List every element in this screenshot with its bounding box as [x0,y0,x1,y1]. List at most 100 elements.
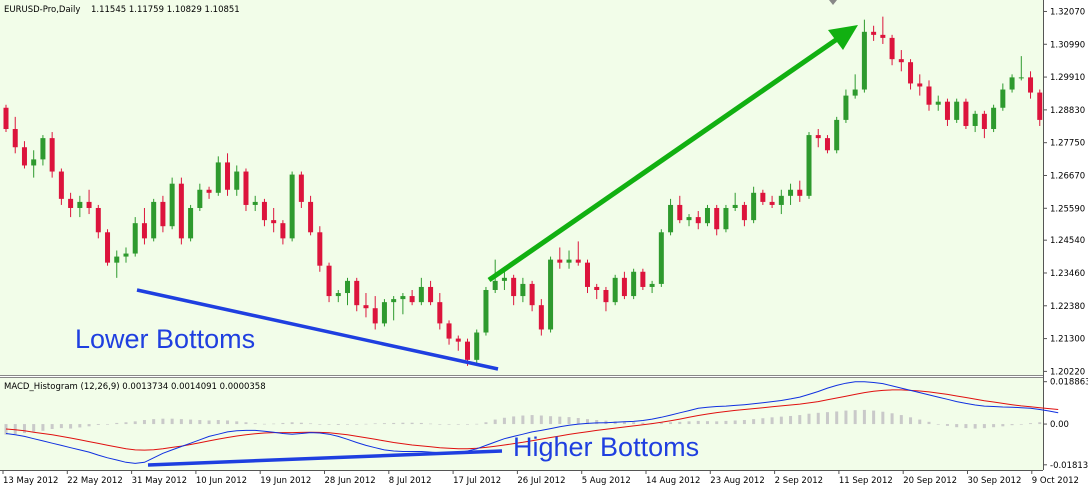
uptrend-arrow-shaft [487,32,845,283]
time-tick-label: 17 Jul 2012 [453,476,501,486]
scroll-marker-icon [829,0,837,5]
macd-histogram-bar [336,424,340,425]
candle-down [917,83,923,87]
macd-histogram-bar [235,421,239,425]
candle-down [594,286,600,290]
candle-up [704,207,710,224]
candle-up [151,201,157,239]
candle-up [935,101,941,105]
candle-down [557,259,563,263]
candle-down [49,138,55,172]
price-tick-label: 1.27750 [1050,139,1085,149]
macd-histogram-bar [142,420,146,425]
macd-histogram-bar [1029,423,1033,425]
candle-down [889,37,895,60]
candle-down [538,305,544,330]
macd-histogram-bar [696,420,700,425]
candle-up [169,183,175,227]
macd-histogram-bar [752,419,756,425]
macd-histogram-bar [816,412,820,425]
macd-histogram-bar [87,424,91,427]
macd-histogram-bar [585,419,589,425]
macd-histogram-bar [456,424,460,425]
candle-down [621,277,627,297]
candle-down [141,223,147,239]
candle-up [954,101,960,120]
candle-up [834,119,840,151]
macd-histogram-bar [844,410,848,425]
candle-down [68,198,74,208]
price-tick-label: 1.29910 [1050,73,1085,83]
candle-up [345,280,351,294]
candle-up [501,277,507,281]
candle-up [474,332,480,360]
macd-histogram-bar [382,423,386,425]
macd-histogram-bar [50,424,54,430]
macd-histogram-bar [447,424,451,425]
macd-histogram-bar [918,419,922,425]
time-tick-label: 30 Sep 2012 [968,476,1022,486]
macd-histogram-bar [96,424,100,425]
macd-histogram-bar [364,423,368,425]
candle-down [261,201,267,221]
candle-up [861,31,867,90]
candle-up [566,259,572,263]
candle-up [686,217,692,221]
macd-histogram-bar [466,424,469,425]
candle-down [160,201,166,227]
candle-up [77,201,83,208]
candle-up [492,280,498,290]
price-tick-label: 1.26670 [1050,171,1085,181]
candle-down [871,31,877,35]
candle-down [769,201,775,205]
macd-histogram-bar [964,424,968,429]
macd-histogram-bar [13,424,17,435]
macd-histogram-bar [733,420,737,425]
macd-histogram-bar [327,424,331,425]
macd-tick-label: 0.0188631 [1050,378,1088,388]
candle-down [428,286,434,303]
candle-up [991,107,997,130]
macd-histogram-bar [410,422,414,425]
candle-down [815,135,821,139]
candle-down [926,86,932,105]
time-tick-label: 28 Jun 2012 [325,476,376,486]
candle-up [400,296,406,300]
macd-histogram-bar [179,419,183,425]
candle-down [880,34,886,38]
time-tick-label: 23 Aug 2012 [710,476,764,486]
macd-histogram-bar [502,417,506,425]
candle-down [206,189,212,193]
macd-histogram-bar [32,424,36,432]
macd-histogram-bar [909,417,913,425]
time-tick-label: 26 Jul 2012 [517,476,565,486]
macd-histogram-bar [152,419,156,425]
candle-down [511,277,517,297]
candle-up [612,277,618,303]
candle-down [372,308,378,324]
macd-histogram-bar [512,416,516,425]
time-tick-label: 13 May 2012 [3,476,58,486]
macd-histogram-bar [170,418,174,425]
time-tick-label: 14 Aug 2012 [646,476,700,486]
candle-down [603,289,609,303]
candle-down [1037,92,1043,120]
candle-down [824,138,830,151]
candle-down [963,101,969,126]
price-axis: 1.32070 1.30990 1.29910 1.28830 1.27750 1.266… [1043,7,1085,377]
candle-down [105,232,111,263]
candle-down [95,207,101,233]
candle-up [751,192,757,221]
macd-histogram-bar [945,424,949,426]
macd-histogram-bar [641,422,645,425]
macd-histogram-bar [955,424,959,428]
macd-histogram-bar [401,422,405,425]
macd-histogram-bar [272,423,276,425]
macd-histogram-bar [890,413,894,425]
macd-histogram-bar [290,422,294,425]
candle-up [114,256,120,263]
macd-histogram-bar [299,422,303,425]
macd-histogram-bar [392,422,396,425]
macd-histogram-bar [309,423,313,425]
candle-up [197,189,203,208]
